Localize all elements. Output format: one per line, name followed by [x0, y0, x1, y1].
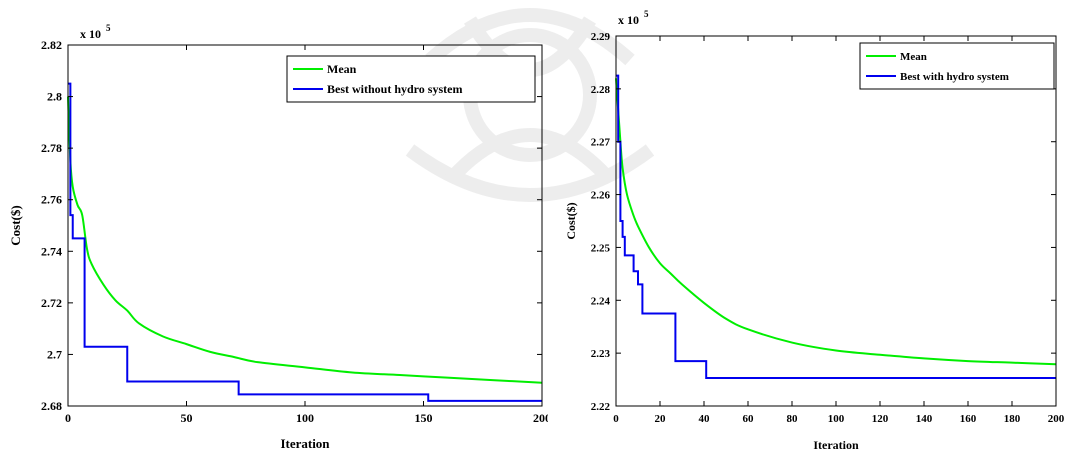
legend: Mean Best without hydro system: [286, 55, 536, 103]
x-tick-label: 60: [743, 413, 755, 425]
y-tick-label: 2.68: [41, 399, 62, 413]
x-tick-label: 40: [699, 413, 711, 425]
y-tick-label: 2.82: [41, 38, 62, 52]
y-axis-label: Cost($): [564, 202, 578, 239]
x-tick-label: 100: [296, 411, 314, 425]
y-tick-label: 2.76: [41, 193, 62, 207]
y-tick-label: 2.72: [41, 296, 62, 310]
y-tick-label: 2.7: [47, 347, 62, 361]
legend-box: [286, 55, 536, 103]
series-line-best: [616, 74, 1056, 379]
series-line-mean: [67, 96, 543, 384]
x-tick-label: 200: [533, 411, 548, 425]
x-tick-label: 80: [787, 413, 799, 425]
y-tick-label: 2.29: [591, 31, 611, 43]
y-multiplier-label: x 10: [618, 13, 639, 27]
legend-box: [859, 42, 1055, 90]
legend-label-best: Best without hydro system: [327, 82, 462, 96]
y-tick-label: 2.26: [591, 190, 611, 202]
x-axis-label: Iteration: [813, 438, 859, 452]
y-tick-label: 2.74: [41, 244, 62, 258]
x-tick-label: 200: [1048, 413, 1065, 425]
chart-svg-right: 0 20 40 60 80 100 120 140 160 180 200 2.22 2.23 2.24 2…: [564, 9, 1065, 452]
x-tick-label: 50: [181, 411, 193, 425]
legend-label-mean: Mean: [327, 62, 357, 76]
x-tick-label: 140: [916, 413, 933, 425]
x-tick-label: 0: [65, 411, 71, 425]
series-line-mean: [615, 78, 1057, 366]
y-tick-label: 2.24: [591, 295, 611, 307]
y-multiplier-exponent: 5: [644, 9, 649, 19]
legend: Mean Best with hydro system: [859, 42, 1055, 90]
y-multiplier-exponent: 5: [106, 23, 111, 33]
x-tick-label: 100: [828, 413, 845, 425]
legend-label-mean: Mean: [900, 51, 927, 63]
legend-label-best: Best with hydro system: [900, 71, 1009, 83]
x-tick-label: 0: [613, 413, 619, 425]
y-tick-label: 2.8: [47, 90, 62, 104]
y-multiplier-label: x 10: [80, 27, 101, 41]
y-axis-label: Cost($): [8, 205, 23, 245]
x-tick-label: 150: [415, 411, 433, 425]
y-tick-label: 2.28: [591, 84, 611, 96]
x-tick-label: 120: [872, 413, 889, 425]
y-tick-label: 2.23: [591, 348, 611, 360]
chart-with-hydro: 0 20 40 60 80 100 120 140 160 180 200 2.22 2.23 2.24 2…: [548, 0, 1066, 453]
chart-without-hydro: 0 50 100 150 200 2.68 2.7 2.72 2.74 2.76 2.78 2.8 2.…: [8, 23, 551, 451]
y-tick-label: 2.27: [591, 137, 611, 149]
y-tick-label: 2.22: [591, 401, 611, 413]
x-axis-label: Iteration: [280, 436, 330, 451]
y-tick-label: 2.78: [41, 141, 62, 155]
x-tick-label: 180: [1004, 413, 1021, 425]
chart-svg-left: 0 50 100 150 200 2.68 2.7 2.72 2.74 2.76 2.78 2.8 2.…: [8, 23, 551, 451]
x-tick-label: 20: [655, 413, 667, 425]
series-line-best: [68, 82, 542, 402]
y-tick-label: 2.25: [591, 242, 611, 254]
x-tick-label: 160: [960, 413, 977, 425]
